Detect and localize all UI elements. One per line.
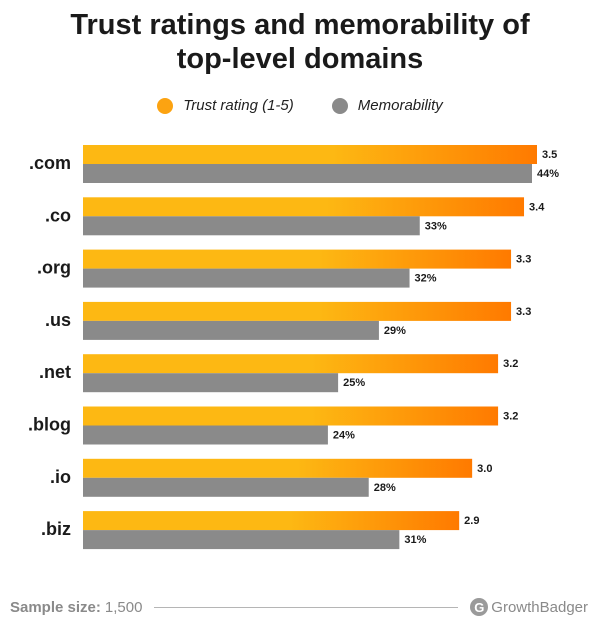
chart-title-line2: top-level domains [176, 43, 424, 75]
brand-name: GrowthBadger [491, 598, 588, 616]
bar-trust-org [83, 249, 512, 269]
chart-title-line1: Trust ratings and memorability of [70, 9, 530, 41]
bar-trust-co [83, 197, 525, 217]
bars-group: .com 3.5 44% .co 3.4 33% .org 3.3 32% .us 3.3 29% .n… [28, 145, 559, 550]
data-label-trust-org: 3.3 [516, 254, 531, 266]
bar-trust-us [83, 301, 512, 321]
category-label-biz: .biz [41, 519, 71, 539]
legend-item-trust: Trust rating (1-5) [157, 97, 294, 114]
bar-memorability-net [83, 373, 339, 393]
legend-item-memorability: Memorability [331, 97, 443, 114]
bar-memorability-org [83, 268, 410, 288]
data-label-trust-net: 3.2 [503, 358, 518, 370]
bar-memorability-com [83, 164, 532, 183]
data-label-memorability-blog: 24% [333, 430, 355, 442]
legend-label-trust: Trust rating (1-5) [183, 97, 294, 114]
data-label-trust-io: 3.0 [477, 463, 492, 475]
data-label-memorability-org: 32% [415, 273, 437, 285]
bar-memorability-io [83, 477, 369, 497]
category-label-co: .co [45, 205, 71, 225]
bar-trust-blog [83, 406, 499, 426]
data-label-memorability-net: 25% [343, 377, 365, 389]
legend-swatch-trust [157, 97, 174, 114]
data-label-memorability-com: 44% [537, 168, 559, 180]
growthbadger-logo-icon: G [470, 598, 489, 616]
bar-trust-net [83, 354, 499, 374]
category-label-com: .com [29, 153, 71, 173]
bar-chart: .com 3.5 44% .co 3.4 33% .org 3.3 32% .us 3.3 29% .n… [28, 145, 559, 550]
data-label-trust-us: 3.3 [516, 306, 531, 318]
data-label-trust-blog: 3.2 [503, 411, 518, 423]
bar-memorability-us [83, 320, 379, 340]
category-label-io: .io [50, 467, 71, 487]
legend-swatch-memorability [331, 97, 348, 114]
data-label-trust-com: 3.5 [542, 149, 557, 161]
data-label-trust-co: 3.4 [529, 201, 545, 213]
data-label-memorability-us: 29% [384, 325, 406, 337]
legend-label-memorability: Memorability [357, 97, 443, 114]
data-label-memorability-co: 33% [425, 220, 447, 232]
bar-trust-com [83, 145, 537, 164]
category-label-net: .net [39, 362, 71, 382]
bar-trust-io [83, 458, 473, 478]
bar-memorability-biz [83, 530, 400, 550]
data-label-trust-biz: 2.9 [464, 515, 479, 527]
bar-memorability-co [83, 216, 420, 236]
chart-legend: Trust rating (1-5) Memorability [0, 97, 600, 114]
category-label-us: .us [45, 310, 71, 330]
footer-divider [154, 606, 459, 608]
brand: G GrowthBadger [470, 598, 588, 616]
bar-memorability-blog [83, 425, 328, 445]
data-label-memorability-io: 28% [374, 482, 396, 494]
data-label-memorability-biz: 31% [404, 534, 426, 546]
sample-size-value: 1,500 [104, 598, 143, 616]
category-label-org: .org [37, 258, 71, 278]
category-label-blog: .blog [28, 415, 71, 435]
chart-title: Trust ratings and memorability of top-le… [0, 8, 600, 76]
sample-size-label: Sample size: [10, 598, 101, 616]
bar-trust-biz [83, 511, 460, 531]
footer: Sample size: 1,500 G GrowthBadger [10, 596, 588, 618]
